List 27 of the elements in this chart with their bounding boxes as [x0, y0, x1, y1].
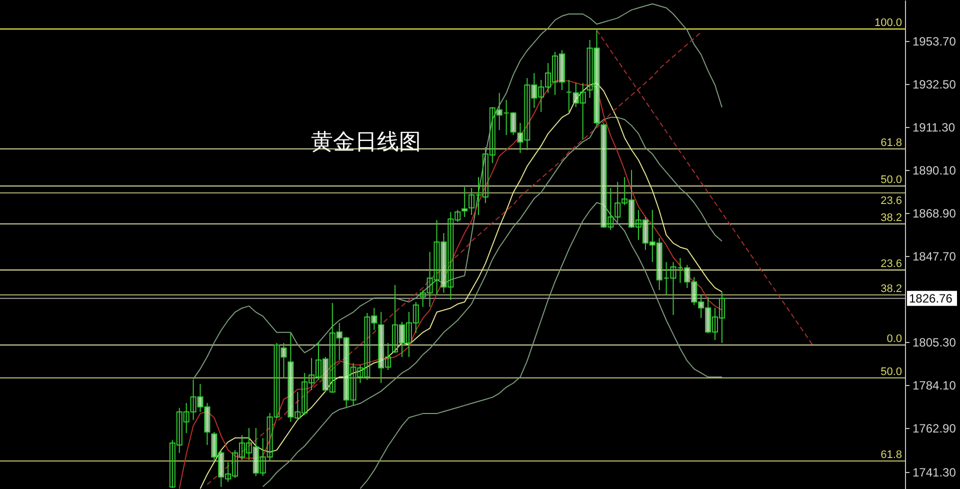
text: 100.0 [874, 17, 902, 30]
text: 38.2 [880, 282, 902, 295]
text: 黄金日线图 [311, 129, 421, 154]
y-tick-label: 1805.30 [912, 335, 956, 350]
line-series [192, 3, 722, 380]
text: 61.8 [880, 449, 902, 462]
y-tick-label: 1847.70 [912, 249, 956, 264]
text: 38.2 [880, 212, 902, 224]
y-tick-label: 1911.30 [912, 120, 956, 134]
y-tick-label: 1762.90 [912, 421, 956, 436]
y-tick-label: 1784.10 [912, 378, 956, 392]
text: 23.6 [880, 258, 902, 270]
y-tick-label: 1890.10 [912, 163, 956, 178]
y-tick-label: 1932.50 [912, 77, 956, 92]
candlestick [566, 79, 572, 112]
candlestick [462, 186, 468, 218]
text: 50.0 [880, 366, 902, 378]
text: 0.0 [886, 332, 902, 345]
y-tick-label: 1953.70 [912, 34, 956, 48]
line-series [360, 202, 722, 489]
line-series [262, 116, 722, 488]
ref-line-label: 1826.76 [909, 291, 953, 306]
text: 61.8 [880, 136, 902, 149]
text: 50.0 [880, 174, 902, 186]
y-tick-label: 1868.90 [912, 206, 956, 220]
text: 23.6 [880, 194, 902, 207]
y-tick-label: 1741.30 [912, 465, 956, 480]
